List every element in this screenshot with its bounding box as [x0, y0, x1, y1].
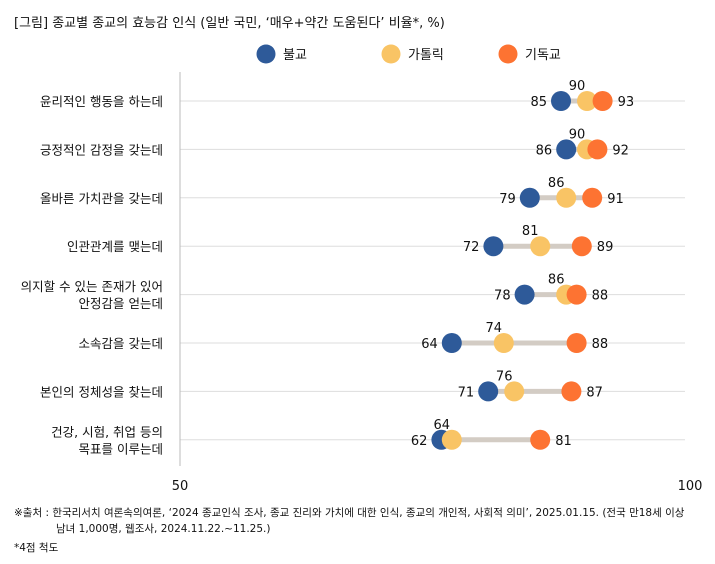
data-point [561, 381, 582, 402]
scale-note: *4점 척도 [14, 542, 59, 554]
data-label: 64 [421, 337, 438, 352]
category-label: 소속감을 갖는데 [79, 336, 163, 351]
data-point [530, 236, 551, 257]
data-label: 90 [569, 79, 586, 94]
legend-label: 불교 [283, 48, 307, 63]
data-label: 71 [458, 385, 475, 400]
data-label: 88 [592, 337, 609, 352]
source-note: ※출처 : 한국리서치 여론속의여론, ‘2024 종교인식 조사, 종교 진리… [14, 507, 685, 519]
data-label: 90 [569, 127, 586, 142]
source-note-cont: 남녀 1,000명, 웹조사, 2024.11.22.~11.25.) [56, 523, 270, 535]
category-label: 인관관계를 맺는데 [67, 239, 163, 254]
data-label: 76 [496, 369, 513, 384]
data-point [577, 91, 597, 111]
legend: 불교 가톨릭 기독교 [256, 44, 561, 64]
legend-marker [256, 44, 276, 64]
data-label: 93 [618, 95, 635, 110]
category-label: 본인의 정체성을 찾는데 [40, 384, 163, 399]
data-point [556, 187, 577, 208]
data-point [551, 91, 571, 111]
data-label: 81 [555, 434, 572, 449]
data-point [556, 139, 577, 160]
data-point [566, 333, 587, 353]
data-point [441, 429, 462, 450]
legend-marker [498, 44, 518, 64]
data-point [504, 381, 525, 402]
legend-label: 가톨릭 [408, 48, 444, 63]
category-label: 건강, 시험, 취업 등의 목표를 이루는데 [51, 424, 163, 456]
data-label: 92 [612, 143, 629, 158]
category-label: 올바른 가치관을 갖는데 [40, 191, 163, 206]
data-point [587, 139, 608, 160]
data-point [519, 187, 540, 208]
data-label: 74 [486, 321, 503, 336]
x-tick-label: 100 [678, 479, 703, 494]
data-label: 89 [597, 240, 614, 255]
data-point [582, 187, 603, 208]
data-label: 81 [522, 224, 539, 239]
data-point [493, 333, 514, 353]
category-label: 의지할 수 있는 존재가 있어 안정감을 얻는데 [21, 279, 163, 311]
data-point [592, 91, 613, 111]
data-label: 87 [586, 385, 603, 400]
category-label: 긍정적인 감정을 갖는데 [40, 142, 163, 157]
data-label: 91 [607, 192, 624, 207]
data-point [571, 236, 592, 257]
legend-label: 기독교 [525, 48, 561, 63]
data-label: 72 [463, 240, 480, 255]
data-label: 88 [592, 289, 609, 304]
data-point [441, 333, 462, 353]
chart-title: [그림] 종교별 종교의 효능감 인식 (일반 국민, ‘매우+약간 도움된다’… [14, 16, 445, 31]
data-point [566, 284, 587, 305]
data-point [514, 284, 535, 305]
category-label: 윤리적인 행동을 하는데 [40, 94, 163, 109]
data-point [483, 236, 504, 257]
data-label: 86 [536, 143, 553, 158]
data-label: 62 [411, 434, 428, 449]
data-point [478, 381, 499, 402]
data-label: 78 [494, 289, 511, 304]
data-label: 64 [434, 418, 451, 433]
data-label: 86 [548, 176, 565, 191]
data-point [530, 429, 551, 450]
data-label: 86 [548, 273, 565, 288]
data-label: 79 [499, 192, 516, 207]
x-tick-label: 50 [172, 479, 189, 494]
data-label: 85 [530, 95, 547, 110]
legend-marker [381, 44, 401, 64]
